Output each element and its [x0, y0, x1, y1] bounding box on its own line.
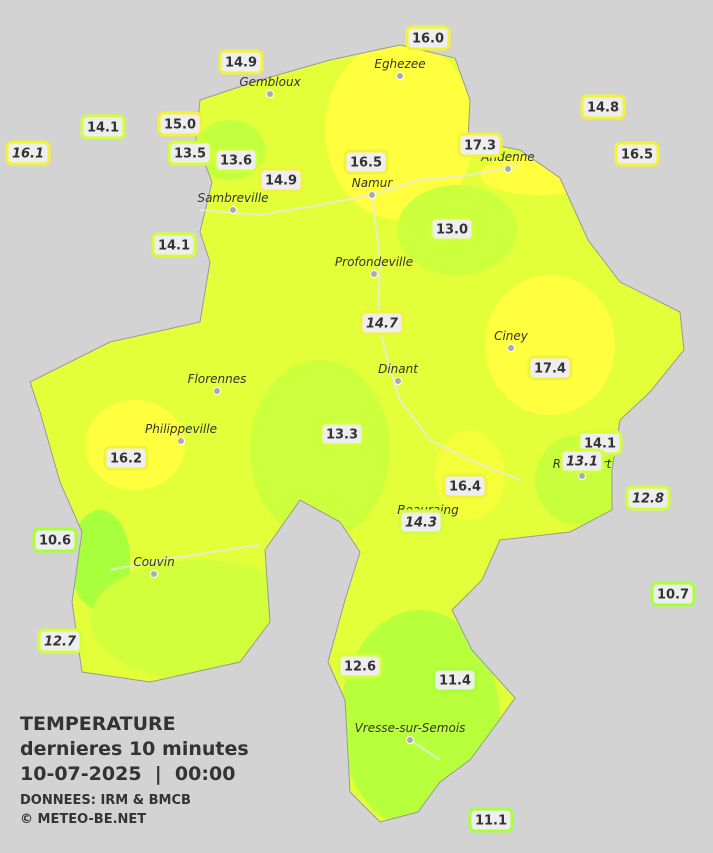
- station-box: [80, 114, 126, 140]
- station-value: 16.0: [412, 32, 444, 47]
- station-value: 14.9: [265, 174, 297, 189]
- city-label: Couvin: [133, 555, 174, 569]
- station-value: 13.6: [220, 154, 252, 169]
- cities: GemblouxEghezeeAndenneNamurSambrevillePr…: [133, 57, 613, 744]
- station-box: [625, 485, 671, 511]
- city-label: Florennes: [188, 372, 247, 386]
- station-box: [432, 667, 478, 693]
- station-box: [218, 49, 264, 75]
- station-value: 15.0: [164, 118, 196, 133]
- station-value: 16.4: [449, 480, 481, 495]
- city-dot: [213, 387, 221, 395]
- station-value: 13.0: [436, 223, 468, 238]
- legend-subtitle: dernieres 10 minutes: [20, 738, 249, 760]
- station-value: 14.7: [366, 317, 399, 332]
- city-label: Gembloux: [239, 75, 301, 89]
- city-dot: [507, 344, 515, 352]
- station-value: 16.5: [350, 156, 382, 171]
- city-label: Vresse-sur-Semois: [355, 721, 466, 735]
- station-value: 13.1: [566, 455, 598, 470]
- station-box: [319, 421, 365, 447]
- city-label: Philippeville: [145, 422, 217, 436]
- station-value: 12.8: [632, 492, 664, 507]
- station-box: [343, 149, 389, 175]
- city-dot: [406, 736, 414, 744]
- station-box: [337, 653, 383, 679]
- city-dot: [177, 437, 185, 445]
- station-box: [527, 355, 573, 381]
- station-value: 14.1: [584, 437, 616, 452]
- station-value: 17.4: [534, 362, 566, 377]
- city-label: Eghezee: [374, 57, 425, 71]
- city-dot: [229, 206, 237, 214]
- city-label: Sambreville: [197, 191, 268, 205]
- station-box: [37, 628, 83, 654]
- station-value: 10.6: [39, 534, 71, 549]
- station-value: 11.4: [439, 674, 471, 689]
- city-dot: [504, 165, 512, 173]
- station-box: [398, 509, 444, 535]
- station-value: 14.8: [587, 101, 619, 116]
- city-dot: [150, 570, 158, 578]
- station-box: [359, 310, 405, 336]
- city-label: Dinant: [378, 362, 419, 376]
- station-box: [5, 140, 51, 166]
- station-box: [468, 807, 514, 833]
- station-box: [580, 94, 626, 120]
- city-label: Profondeville: [335, 255, 413, 269]
- station-value: 13.5: [174, 147, 206, 162]
- station-box: [151, 232, 197, 258]
- station-value: 11.1: [475, 814, 507, 829]
- station-box: [559, 448, 605, 474]
- station-box: [429, 216, 475, 242]
- station-value: 16.5: [621, 148, 653, 163]
- station-value: 14.1: [158, 239, 190, 254]
- city-dot: [394, 377, 402, 385]
- station-value: 14.9: [225, 56, 257, 71]
- city-dot: [396, 72, 404, 80]
- station-value: 17.3: [464, 139, 496, 154]
- station-value: 13.3: [326, 428, 358, 443]
- stations: 16.0 14.9 14.8 14.1 15.0 16.1 13.5 13.6 16.5 17.3…: [5, 25, 696, 833]
- station-box: [405, 25, 451, 51]
- city-dot: [368, 191, 376, 199]
- station-box: [213, 147, 259, 173]
- station-value: 12.6: [344, 660, 376, 675]
- station-value: 16.1: [12, 147, 44, 162]
- city-dot: [370, 270, 378, 278]
- city-dot: [266, 90, 274, 98]
- city-dot: [578, 472, 586, 480]
- station-value: 10.7: [657, 588, 689, 603]
- station-box: [32, 527, 78, 553]
- station-box: [614, 141, 660, 167]
- station-value: 16.2: [110, 452, 142, 467]
- station-box: [157, 111, 203, 137]
- city-label: Ciney: [494, 329, 529, 343]
- station-value: 12.7: [44, 635, 77, 650]
- station-box: [103, 445, 149, 471]
- legend-source: DONNEES: IRM & BMCB: [20, 793, 191, 808]
- station-box: [167, 140, 213, 166]
- station-value: 14.1: [87, 121, 119, 136]
- station-box: [457, 132, 503, 158]
- legend-datetime: 10-07-2025 | 00:00: [20, 763, 235, 785]
- station-value: 14.3: [405, 516, 437, 531]
- station-box: [258, 167, 304, 193]
- station-box: [442, 473, 488, 499]
- city-label: Namur: [352, 176, 394, 190]
- legend-copyright: © METEO-BE.NET: [20, 812, 146, 827]
- legend-title: TEMPERATURE: [20, 713, 176, 735]
- station-box: [650, 581, 696, 607]
